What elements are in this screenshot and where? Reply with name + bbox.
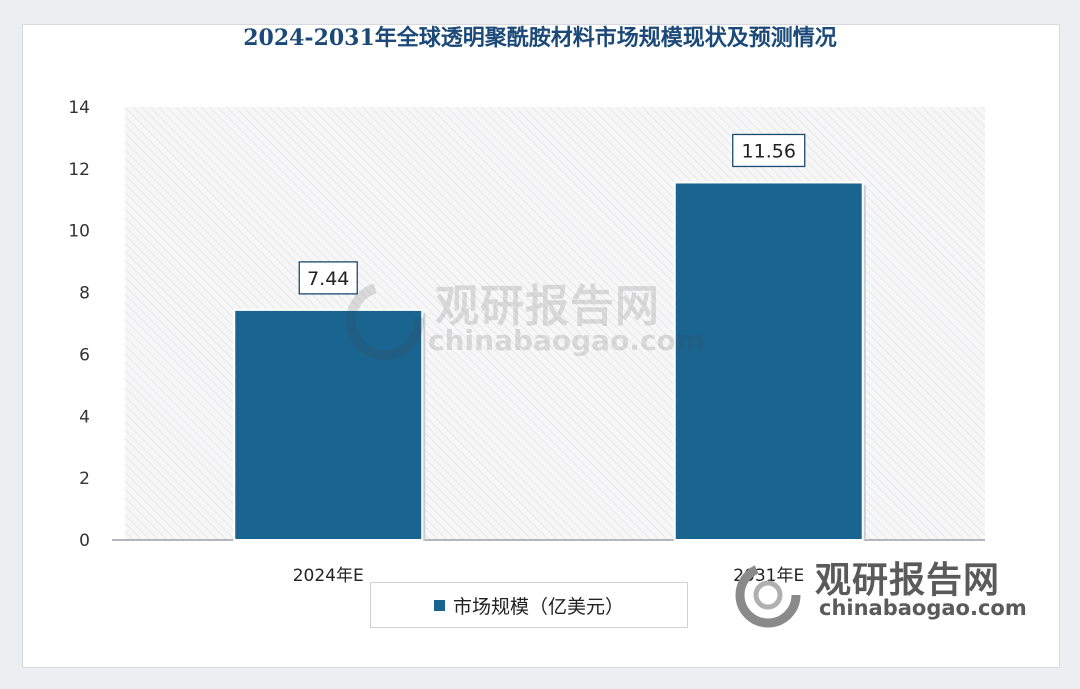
data-label: 7.44 xyxy=(307,268,349,290)
corner-logo-icon xyxy=(735,562,801,628)
y-tick-label: 4 xyxy=(79,407,90,427)
legend-swatch xyxy=(433,599,445,611)
center-watermark: 观研报告网 chinabaogao.com xyxy=(340,268,720,378)
data-label-box xyxy=(732,133,806,168)
data-label: 11.56 xyxy=(742,140,796,162)
x-category-label: 2024年E xyxy=(293,566,364,586)
data-label-box xyxy=(298,261,358,295)
y-tick-label: 14 xyxy=(68,98,90,118)
watermark-en: chinabaogao.com xyxy=(428,324,705,357)
y-tick-label: 12 xyxy=(68,160,90,180)
watermark-cn: 观研报告网 xyxy=(435,281,660,332)
y-tick-label: 10 xyxy=(68,222,90,242)
y-tick-label: 2 xyxy=(79,469,90,489)
corner-watermark-cn: 观研报告网 xyxy=(815,560,1001,601)
legend: 市场规模（亿美元） xyxy=(370,582,688,628)
chart-title: 2024-2031年全球透明聚酰胺材料市场规模现状及预测情况 xyxy=(243,25,837,51)
y-tick-label: 6 xyxy=(79,345,90,365)
y-tick-label: 8 xyxy=(79,284,90,304)
y-tick-label: 0 xyxy=(79,531,90,551)
watermark-logo-icon xyxy=(346,282,424,360)
bar xyxy=(233,308,424,541)
legend-label: 市场规模（亿美元） xyxy=(452,595,624,618)
corner-watermark: 观研报告网 chinabaogao.com xyxy=(715,546,1035,646)
corner-watermark-en: chinabaogao.com xyxy=(819,596,1027,620)
bar xyxy=(673,181,864,541)
